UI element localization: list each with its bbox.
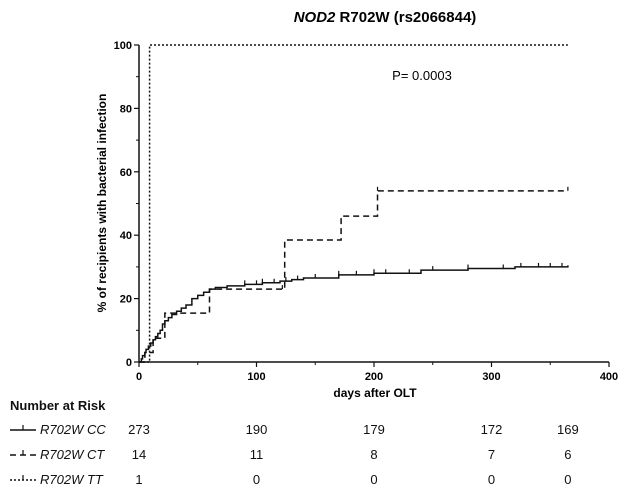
x-tick-label: 0 — [136, 371, 142, 383]
y-tick-label: 0 — [126, 357, 132, 369]
risk-value: 14 — [131, 447, 147, 462]
chart-title-rest: R702W (rs2066844) — [340, 9, 477, 26]
risk-table-heading: Number at Risk — [10, 398, 106, 413]
y-tick-label: 80 — [120, 103, 132, 115]
y-tick-label: 100 — [114, 40, 132, 52]
axes: 0 20 40 60 80 100 0 100 200 300 400 — [114, 40, 619, 383]
risk-value: 0 — [252, 472, 261, 487]
series-line-r702w-cc — [139, 265, 569, 363]
y-tick-label: 40 — [120, 230, 132, 242]
risk-value: 6 — [564, 447, 572, 462]
risk-legend-symbol — [10, 425, 36, 431]
risk-row: R702W CC 273 190 179 172 169 — [0, 420, 626, 440]
x-tick-label: 400 — [600, 371, 618, 383]
risk-row: R702W CT 14 11 8 7 6 — [0, 445, 626, 465]
y-tick-label: 20 — [120, 294, 132, 306]
risk-row-label: R702W CT — [40, 447, 105, 462]
x-axis-label: days after OLT — [333, 386, 417, 400]
series-line-r702w-ct — [139, 190, 568, 363]
chart-title: NOD2 R702W (rs2066844) — [294, 9, 477, 26]
risk-row: R702W TT 1 0 0 0 0 — [0, 470, 626, 490]
risk-value: 8 — [370, 447, 378, 462]
risk-row-label: R702W TT — [40, 472, 103, 487]
risk-value: 179 — [363, 422, 385, 437]
risk-value: 0 — [370, 472, 378, 487]
risk-value: 7 — [487, 447, 496, 462]
risk-legend-symbol — [10, 450, 36, 456]
risk-value: 0 — [487, 472, 496, 487]
y-axis-label: % of recipients with bacterial infection — [95, 94, 109, 313]
x-tick-label: 100 — [247, 371, 265, 383]
y-tick-label: 60 — [120, 167, 132, 179]
risk-legend-symbol — [10, 475, 36, 481]
chart-title-gene: NOD2 — [294, 9, 336, 26]
risk-value: 1 — [135, 472, 143, 487]
risk-value: 169 — [557, 422, 579, 437]
km-chart: NOD2 R702W (rs2066844) P= 0.0003 % of re… — [95, 9, 619, 400]
risk-value: 11 — [249, 447, 264, 462]
x-tick-label: 200 — [365, 371, 383, 383]
risk-value: 172 — [480, 422, 503, 437]
risk-value: 273 — [128, 422, 150, 437]
risk-value: 190 — [245, 422, 268, 437]
risk-row-label: R702W CC — [40, 422, 106, 437]
x-tick-label: 300 — [482, 371, 500, 383]
series-layer — [139, 44, 569, 363]
series-line-r702w-tt — [139, 44, 568, 363]
risk-value: 0 — [564, 472, 572, 487]
p-value-annotation: P= 0.0003 — [392, 68, 452, 83]
